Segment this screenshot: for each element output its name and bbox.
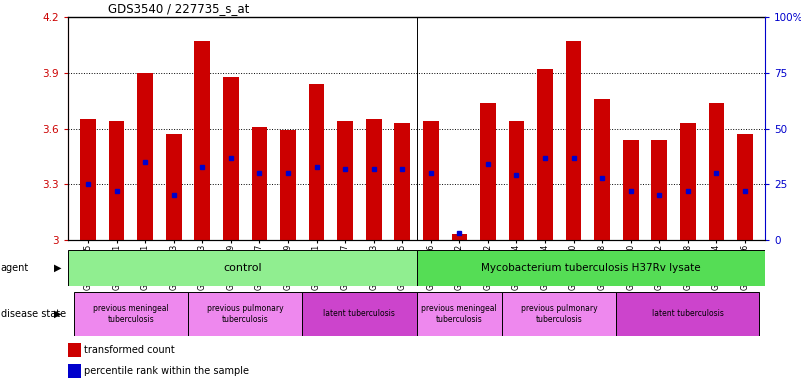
Text: disease state: disease state bbox=[1, 309, 66, 319]
Text: percentile rank within the sample: percentile rank within the sample bbox=[84, 366, 249, 376]
Text: latent tuberculosis: latent tuberculosis bbox=[324, 310, 396, 318]
Text: transformed count: transformed count bbox=[84, 345, 175, 355]
Bar bbox=[137, 73, 153, 240]
Text: latent tuberculosis: latent tuberculosis bbox=[652, 310, 724, 318]
Bar bbox=[223, 77, 239, 240]
Bar bbox=[452, 235, 467, 240]
Bar bbox=[308, 84, 324, 240]
Text: GDS3540 / 227735_s_at: GDS3540 / 227735_s_at bbox=[108, 2, 249, 15]
Bar bbox=[509, 121, 525, 240]
Text: ▶: ▶ bbox=[54, 263, 62, 273]
Bar bbox=[623, 140, 638, 240]
Bar bbox=[68, 343, 81, 357]
Bar bbox=[480, 103, 496, 240]
Bar bbox=[423, 121, 439, 240]
Bar bbox=[252, 127, 268, 240]
Bar bbox=[74, 292, 188, 336]
Bar bbox=[337, 121, 353, 240]
Bar bbox=[737, 134, 753, 240]
Text: previous pulmonary
tuberculosis: previous pulmonary tuberculosis bbox=[207, 304, 284, 324]
Bar bbox=[417, 292, 502, 336]
Text: previous pulmonary
tuberculosis: previous pulmonary tuberculosis bbox=[521, 304, 598, 324]
Bar bbox=[68, 364, 81, 379]
Text: agent: agent bbox=[1, 263, 29, 273]
Bar bbox=[566, 41, 582, 240]
Bar bbox=[680, 123, 696, 240]
Bar bbox=[537, 69, 553, 240]
Text: previous meningeal
tuberculosis: previous meningeal tuberculosis bbox=[421, 304, 497, 324]
Bar bbox=[280, 131, 296, 240]
Bar bbox=[617, 292, 759, 336]
Bar bbox=[394, 123, 410, 240]
Bar bbox=[302, 292, 417, 336]
Bar bbox=[195, 41, 210, 240]
Text: control: control bbox=[223, 263, 262, 273]
Bar bbox=[366, 119, 381, 240]
Bar bbox=[417, 250, 765, 286]
Text: previous meningeal
tuberculosis: previous meningeal tuberculosis bbox=[93, 304, 169, 324]
Text: ▶: ▶ bbox=[54, 309, 62, 319]
Bar bbox=[502, 292, 617, 336]
Bar bbox=[594, 99, 610, 240]
Bar bbox=[166, 134, 182, 240]
Bar bbox=[188, 292, 302, 336]
Bar bbox=[80, 119, 96, 240]
Bar bbox=[68, 250, 417, 286]
Bar bbox=[651, 140, 667, 240]
Bar bbox=[709, 103, 724, 240]
Bar bbox=[109, 121, 124, 240]
Text: Mycobacterium tuberculosis H37Rv lysate: Mycobacterium tuberculosis H37Rv lysate bbox=[481, 263, 701, 273]
